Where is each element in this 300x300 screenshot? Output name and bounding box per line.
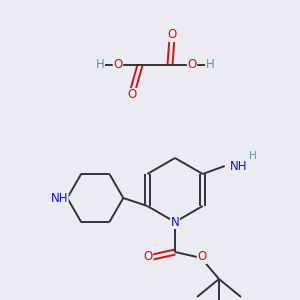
Text: N: N xyxy=(171,215,179,229)
Text: H: H xyxy=(249,151,256,161)
Text: H: H xyxy=(206,58,214,71)
Text: O: O xyxy=(113,58,123,71)
Text: NH: NH xyxy=(230,160,247,172)
Text: O: O xyxy=(128,88,136,101)
Text: O: O xyxy=(197,250,207,263)
Text: O: O xyxy=(167,28,177,41)
Text: NH: NH xyxy=(50,191,68,205)
Text: O: O xyxy=(188,58,196,71)
Text: O: O xyxy=(143,250,153,263)
Text: H: H xyxy=(96,58,104,71)
